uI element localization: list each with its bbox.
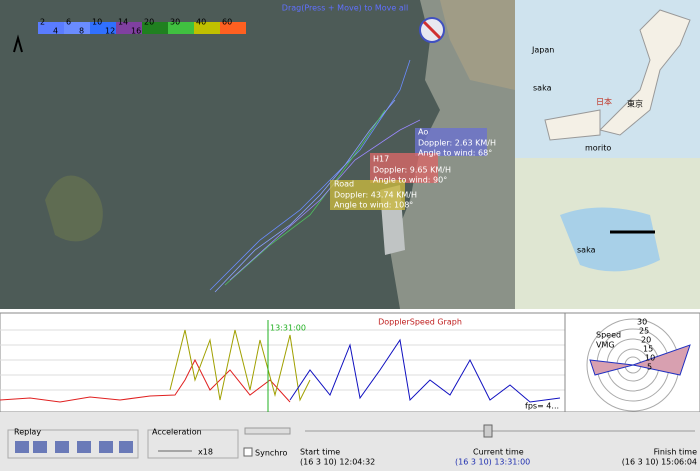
polar-ring-label: 15 [643,345,653,354]
boat-angle: Angle to wind: 90° [373,176,447,185]
trace [169,329,311,402]
boat-angle: Angle to wind: 68° [418,149,492,158]
scale-swatch [220,22,246,34]
inset-label: 日本 [596,97,612,107]
scale-label: 30 [170,18,180,27]
boat-box [330,180,405,210]
scale-label: 40 [196,18,206,27]
zoom-slider[interactable] [244,427,291,435]
fps: fps= 4... [525,402,559,411]
boat-box [415,128,487,156]
scale-label: 16 [131,27,141,36]
scale-swatch [142,22,168,34]
polar-plot [589,344,691,376]
time-thumb[interactable] [483,424,493,438]
graph-grid [0,329,565,391]
accel-value: x18 [198,448,213,457]
scale-label: 10 [92,18,102,27]
start-label: Start time [300,448,340,457]
finish-time: (16 3 10) 15:06:04 [622,458,697,467]
replay-label: Replay [14,428,41,437]
inset-label: 東京 [627,99,643,109]
scale-label: 4 [53,27,58,36]
boat-name: Road [334,180,354,189]
japan-land [599,9,691,136]
scale-label: 14 [118,18,128,27]
finish-label: Finish time [654,448,697,457]
trace [289,338,561,403]
boat-box [370,153,438,183]
scale-label: 2 [40,18,45,27]
cursor-time: 13:31:00 [270,324,306,333]
boat-name: Ao [418,128,428,137]
trace [0,358,291,403]
japan-land [544,109,601,141]
replay-group [7,429,139,459]
scale-label: 60 [222,18,232,27]
boat-doppler: Doppler: 2.63 KM/H [418,139,496,148]
polar-legend: Speed [596,331,621,340]
polar-ring-label: 10 [645,354,655,363]
north-arrow [13,34,23,53]
inset-label: morito [585,144,611,153]
island [45,175,103,242]
polar-ring-label: 5 [647,363,652,372]
boat-name: H17 [373,155,389,164]
synchro-checkbox[interactable] [243,447,253,457]
boat-doppler: Doppler: 9.65 KM/H [373,166,451,175]
scale-swatch [194,22,220,34]
graph-title: DopplerSpeed Graph [378,318,462,327]
scale-swatch [90,22,116,34]
controls [0,412,700,471]
polar-ring-label: 30 [637,318,647,327]
current-time: (16 3 10) 13:31:00 [455,458,530,467]
boat-labels [330,128,487,210]
start-time: (16 3 10) 12:04:32 [300,458,375,467]
inset-label: saka [577,246,596,255]
current-label: Current time [473,448,524,457]
scale-label: 12 [105,27,115,36]
synchro-label: Synchro [255,449,287,458]
map-hint: Drag(Press + Move) to Move all [282,4,408,13]
wind-arrow [422,20,442,40]
scale-label: 8 [79,27,84,36]
accel-label: Acceleration [152,428,202,437]
polar-legend: VMG [596,341,615,350]
scale-label: 20 [144,18,154,27]
town [440,0,515,90]
boat-doppler: Doppler: 43.74 KM/H [334,191,417,200]
bay [560,207,660,272]
scale-swatch [168,22,194,34]
polar-ring-label: 20 [641,336,651,345]
polar-ring-label: 25 [639,327,649,336]
boat-angle: Angle to wind: 108° [334,201,413,210]
scale-swatch [38,22,64,34]
inset-label: Japan [531,46,554,55]
accel-group [147,429,239,459]
scale-label: 6 [66,18,71,27]
inset-label: saka [533,84,552,93]
replay-buttons[interactable] [15,441,133,453]
scale-swatch [116,22,142,34]
scale-swatch [64,22,90,34]
